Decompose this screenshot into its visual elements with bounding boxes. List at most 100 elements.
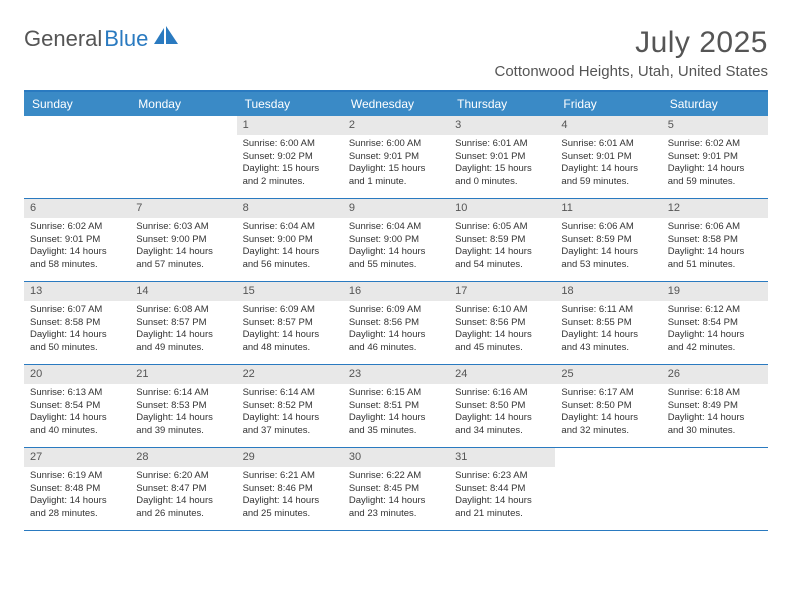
day-number: 29 — [237, 448, 343, 467]
daylight-text: Daylight: 14 hours — [349, 495, 443, 508]
day-number: 11 — [555, 199, 661, 218]
daylight-text: Daylight: 14 hours — [136, 246, 230, 259]
daylight-text: Daylight: 15 hours — [243, 163, 337, 176]
daylight-text: and 32 minutes. — [561, 425, 655, 438]
day-number: 22 — [237, 365, 343, 384]
day-number: 5 — [662, 116, 768, 135]
sunset-text: Sunset: 8:57 PM — [243, 317, 337, 330]
day-cell: 17Sunrise: 6:10 AMSunset: 8:56 PMDayligh… — [449, 282, 555, 364]
day-number: 9 — [343, 199, 449, 218]
day-number: 13 — [24, 282, 130, 301]
daylight-text: and 50 minutes. — [30, 342, 124, 355]
day-cell: 4Sunrise: 6:01 AMSunset: 9:01 PMDaylight… — [555, 116, 661, 198]
day-number: 8 — [237, 199, 343, 218]
sunrise-text: Sunrise: 6:20 AM — [136, 470, 230, 483]
day-cell: 2Sunrise: 6:00 AMSunset: 9:01 PMDaylight… — [343, 116, 449, 198]
daylight-text: Daylight: 14 hours — [30, 412, 124, 425]
daylight-text: and 59 minutes. — [561, 176, 655, 189]
sunrise-text: Sunrise: 6:00 AM — [349, 138, 443, 151]
daylight-text: and 34 minutes. — [455, 425, 549, 438]
daylight-text: and 2 minutes. — [243, 176, 337, 189]
day-cell: 28Sunrise: 6:20 AMSunset: 8:47 PMDayligh… — [130, 448, 236, 530]
week-row: 1Sunrise: 6:00 AMSunset: 9:02 PMDaylight… — [24, 116, 768, 199]
weekday-header: Wednesday — [343, 92, 449, 116]
daylight-text: Daylight: 14 hours — [243, 329, 337, 342]
sunrise-text: Sunrise: 6:18 AM — [668, 387, 762, 400]
sunset-text: Sunset: 8:49 PM — [668, 400, 762, 413]
sunrise-text: Sunrise: 6:02 AM — [668, 138, 762, 151]
sunrise-text: Sunrise: 6:03 AM — [136, 221, 230, 234]
day-cell: 24Sunrise: 6:16 AMSunset: 8:50 PMDayligh… — [449, 365, 555, 447]
day-cell: 20Sunrise: 6:13 AMSunset: 8:54 PMDayligh… — [24, 365, 130, 447]
sunset-text: Sunset: 8:53 PM — [136, 400, 230, 413]
daylight-text: and 39 minutes. — [136, 425, 230, 438]
daylight-text: Daylight: 14 hours — [30, 246, 124, 259]
daylight-text: and 23 minutes. — [349, 508, 443, 521]
day-number: 28 — [130, 448, 236, 467]
sunrise-text: Sunrise: 6:08 AM — [136, 304, 230, 317]
weekday-header: Saturday — [662, 92, 768, 116]
day-cell: 3Sunrise: 6:01 AMSunset: 9:01 PMDaylight… — [449, 116, 555, 198]
daylight-text: and 54 minutes. — [455, 259, 549, 272]
day-cell: 16Sunrise: 6:09 AMSunset: 8:56 PMDayligh… — [343, 282, 449, 364]
day-number: 17 — [449, 282, 555, 301]
sunrise-text: Sunrise: 6:14 AM — [243, 387, 337, 400]
day-cell: 7Sunrise: 6:03 AMSunset: 9:00 PMDaylight… — [130, 199, 236, 281]
day-cell: 27Sunrise: 6:19 AMSunset: 8:48 PMDayligh… — [24, 448, 130, 530]
sunset-text: Sunset: 8:58 PM — [30, 317, 124, 330]
sunrise-text: Sunrise: 6:01 AM — [561, 138, 655, 151]
day-number: 25 — [555, 365, 661, 384]
day-cell: 9Sunrise: 6:04 AMSunset: 9:00 PMDaylight… — [343, 199, 449, 281]
sunset-text: Sunset: 8:48 PM — [30, 483, 124, 496]
sunrise-text: Sunrise: 6:05 AM — [455, 221, 549, 234]
day-cell: 8Sunrise: 6:04 AMSunset: 9:00 PMDaylight… — [237, 199, 343, 281]
day-number: 16 — [343, 282, 449, 301]
day-number: 2 — [343, 116, 449, 135]
sunrise-text: Sunrise: 6:22 AM — [349, 470, 443, 483]
sunrise-text: Sunrise: 6:04 AM — [243, 221, 337, 234]
sunset-text: Sunset: 8:55 PM — [561, 317, 655, 330]
daylight-text: Daylight: 14 hours — [349, 329, 443, 342]
day-number: 4 — [555, 116, 661, 135]
sunrise-text: Sunrise: 6:17 AM — [561, 387, 655, 400]
sunrise-text: Sunrise: 6:21 AM — [243, 470, 337, 483]
weekday-header-row: SundayMondayTuesdayWednesdayThursdayFrid… — [24, 92, 768, 116]
daylight-text: and 26 minutes. — [136, 508, 230, 521]
sunrise-text: Sunrise: 6:10 AM — [455, 304, 549, 317]
sunset-text: Sunset: 9:01 PM — [349, 151, 443, 164]
sunrise-text: Sunrise: 6:06 AM — [561, 221, 655, 234]
weekday-header: Tuesday — [237, 92, 343, 116]
month-title: July 2025 — [495, 26, 769, 60]
daylight-text: Daylight: 14 hours — [668, 412, 762, 425]
sail-icon — [154, 26, 180, 52]
sunset-text: Sunset: 8:58 PM — [668, 234, 762, 247]
day-cell: 29Sunrise: 6:21 AMSunset: 8:46 PMDayligh… — [237, 448, 343, 530]
daylight-text: Daylight: 14 hours — [561, 246, 655, 259]
day-number: 1 — [237, 116, 343, 135]
day-cell: 5Sunrise: 6:02 AMSunset: 9:01 PMDaylight… — [662, 116, 768, 198]
weekday-header: Sunday — [24, 92, 130, 116]
sunset-text: Sunset: 8:51 PM — [349, 400, 443, 413]
weeks-container: 1Sunrise: 6:00 AMSunset: 9:02 PMDaylight… — [24, 116, 768, 531]
day-number: 3 — [449, 116, 555, 135]
sunset-text: Sunset: 8:44 PM — [455, 483, 549, 496]
title-block: July 2025 Cottonwood Heights, Utah, Unit… — [495, 26, 769, 80]
daylight-text: and 25 minutes. — [243, 508, 337, 521]
sunset-text: Sunset: 8:50 PM — [455, 400, 549, 413]
daylight-text: Daylight: 14 hours — [455, 246, 549, 259]
sunrise-text: Sunrise: 6:04 AM — [349, 221, 443, 234]
empty-cell — [24, 116, 130, 198]
daylight-text: Daylight: 14 hours — [243, 412, 337, 425]
sunrise-text: Sunrise: 6:01 AM — [455, 138, 549, 151]
sunset-text: Sunset: 8:47 PM — [136, 483, 230, 496]
day-number: 12 — [662, 199, 768, 218]
sunrise-text: Sunrise: 6:23 AM — [455, 470, 549, 483]
daylight-text: Daylight: 14 hours — [561, 163, 655, 176]
sunrise-text: Sunrise: 6:13 AM — [30, 387, 124, 400]
empty-cell — [555, 448, 661, 530]
daylight-text: Daylight: 14 hours — [455, 495, 549, 508]
daylight-text: Daylight: 14 hours — [243, 246, 337, 259]
daylight-text: and 1 minute. — [349, 176, 443, 189]
weekday-header: Friday — [555, 92, 661, 116]
day-cell: 25Sunrise: 6:17 AMSunset: 8:50 PMDayligh… — [555, 365, 661, 447]
